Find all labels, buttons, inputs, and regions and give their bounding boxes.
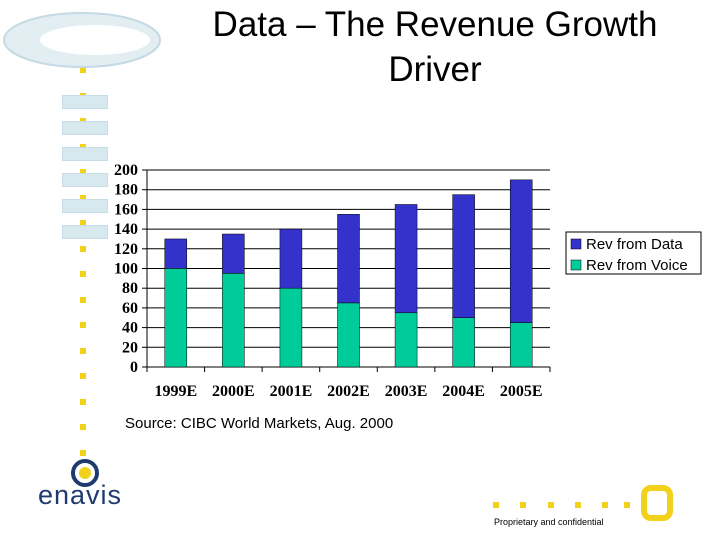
y-tick-label: 80 xyxy=(122,280,138,297)
logo-wordmark: enavis xyxy=(38,480,123,510)
y-tick-label: 200 xyxy=(114,162,138,179)
decorative-dot xyxy=(80,143,86,150)
y-tick-label: 180 xyxy=(114,182,138,199)
y-tick-label: 60 xyxy=(122,300,138,317)
bar-voice xyxy=(337,302,360,368)
decorative-stripe xyxy=(62,173,108,187)
y-tick-label: 140 xyxy=(114,221,138,238)
decorative-dot xyxy=(80,322,86,328)
bar-voice xyxy=(509,322,533,368)
decorative-dot xyxy=(80,194,86,201)
decorative-stripe xyxy=(62,225,108,239)
legend-swatch-data xyxy=(570,238,582,250)
source-note: Source: CIBC World Markets, Aug. 2000 xyxy=(125,415,394,432)
decorative-dot xyxy=(80,245,86,252)
legend-label-voice: Rev from Voice xyxy=(586,257,688,274)
slide-title: Data – The Revenue Growth Driver xyxy=(212,5,658,89)
bar-data xyxy=(509,179,533,323)
bar-data xyxy=(279,228,303,289)
footer-dot xyxy=(548,502,554,508)
decorative-dot xyxy=(80,424,86,430)
bar-voice xyxy=(452,317,475,368)
y-tick-label: 40 xyxy=(122,320,138,337)
footer-dot xyxy=(493,502,499,508)
bar-data xyxy=(394,204,418,314)
x-tick-label: 2002E xyxy=(327,383,370,400)
decorative-dot xyxy=(80,449,86,456)
y-tick-label: 0 xyxy=(130,359,138,376)
x-tick-label: 1999E xyxy=(154,383,197,400)
bar-voice xyxy=(222,273,245,368)
x-tick-label: 2004E xyxy=(442,383,485,400)
legend-swatch-voice xyxy=(570,259,582,271)
y-tick-label: 160 xyxy=(114,201,138,218)
x-tick-label: 2005E xyxy=(500,383,543,400)
bar-voice xyxy=(164,268,188,368)
decorative-dot xyxy=(80,169,86,175)
legend-label-data: Rev from Data xyxy=(586,236,683,253)
bar-voice xyxy=(394,312,418,368)
decorative-dot xyxy=(80,398,86,405)
enavis-logo-icon xyxy=(71,459,99,487)
decorative-dot xyxy=(80,220,86,226)
x-tick-label: 2001E xyxy=(270,383,313,400)
bar-data xyxy=(452,194,475,318)
footer-text: Proprietary and confidential xyxy=(494,517,604,527)
decorative-dot xyxy=(80,271,86,277)
bar-data xyxy=(164,238,188,269)
y-tick-label: 120 xyxy=(114,241,138,258)
decorative-dot xyxy=(80,67,86,73)
bar-voice xyxy=(279,287,303,368)
decorative-stripe xyxy=(62,95,108,109)
decorative-stripe xyxy=(62,199,108,213)
footer-dot xyxy=(602,502,608,508)
swoosh-logo-icon xyxy=(3,12,161,68)
decorative-dot xyxy=(80,296,86,303)
x-tick-label: 2000E xyxy=(212,383,255,400)
decorative-dot xyxy=(80,347,86,354)
footer-dot xyxy=(575,502,581,508)
decorative-stripe xyxy=(62,147,108,161)
bar-data xyxy=(222,233,245,274)
y-tick-label: 20 xyxy=(122,339,138,356)
bar-data xyxy=(337,214,360,304)
decorative-dot xyxy=(80,373,86,379)
rounded-square-icon xyxy=(641,485,673,521)
x-tick-label: 2003E xyxy=(385,383,428,400)
decorative-stripe xyxy=(62,121,108,135)
footer-dot xyxy=(624,502,630,508)
y-tick-label: 100 xyxy=(114,261,138,278)
footer-dot xyxy=(520,502,526,508)
legend-box xyxy=(565,231,702,275)
